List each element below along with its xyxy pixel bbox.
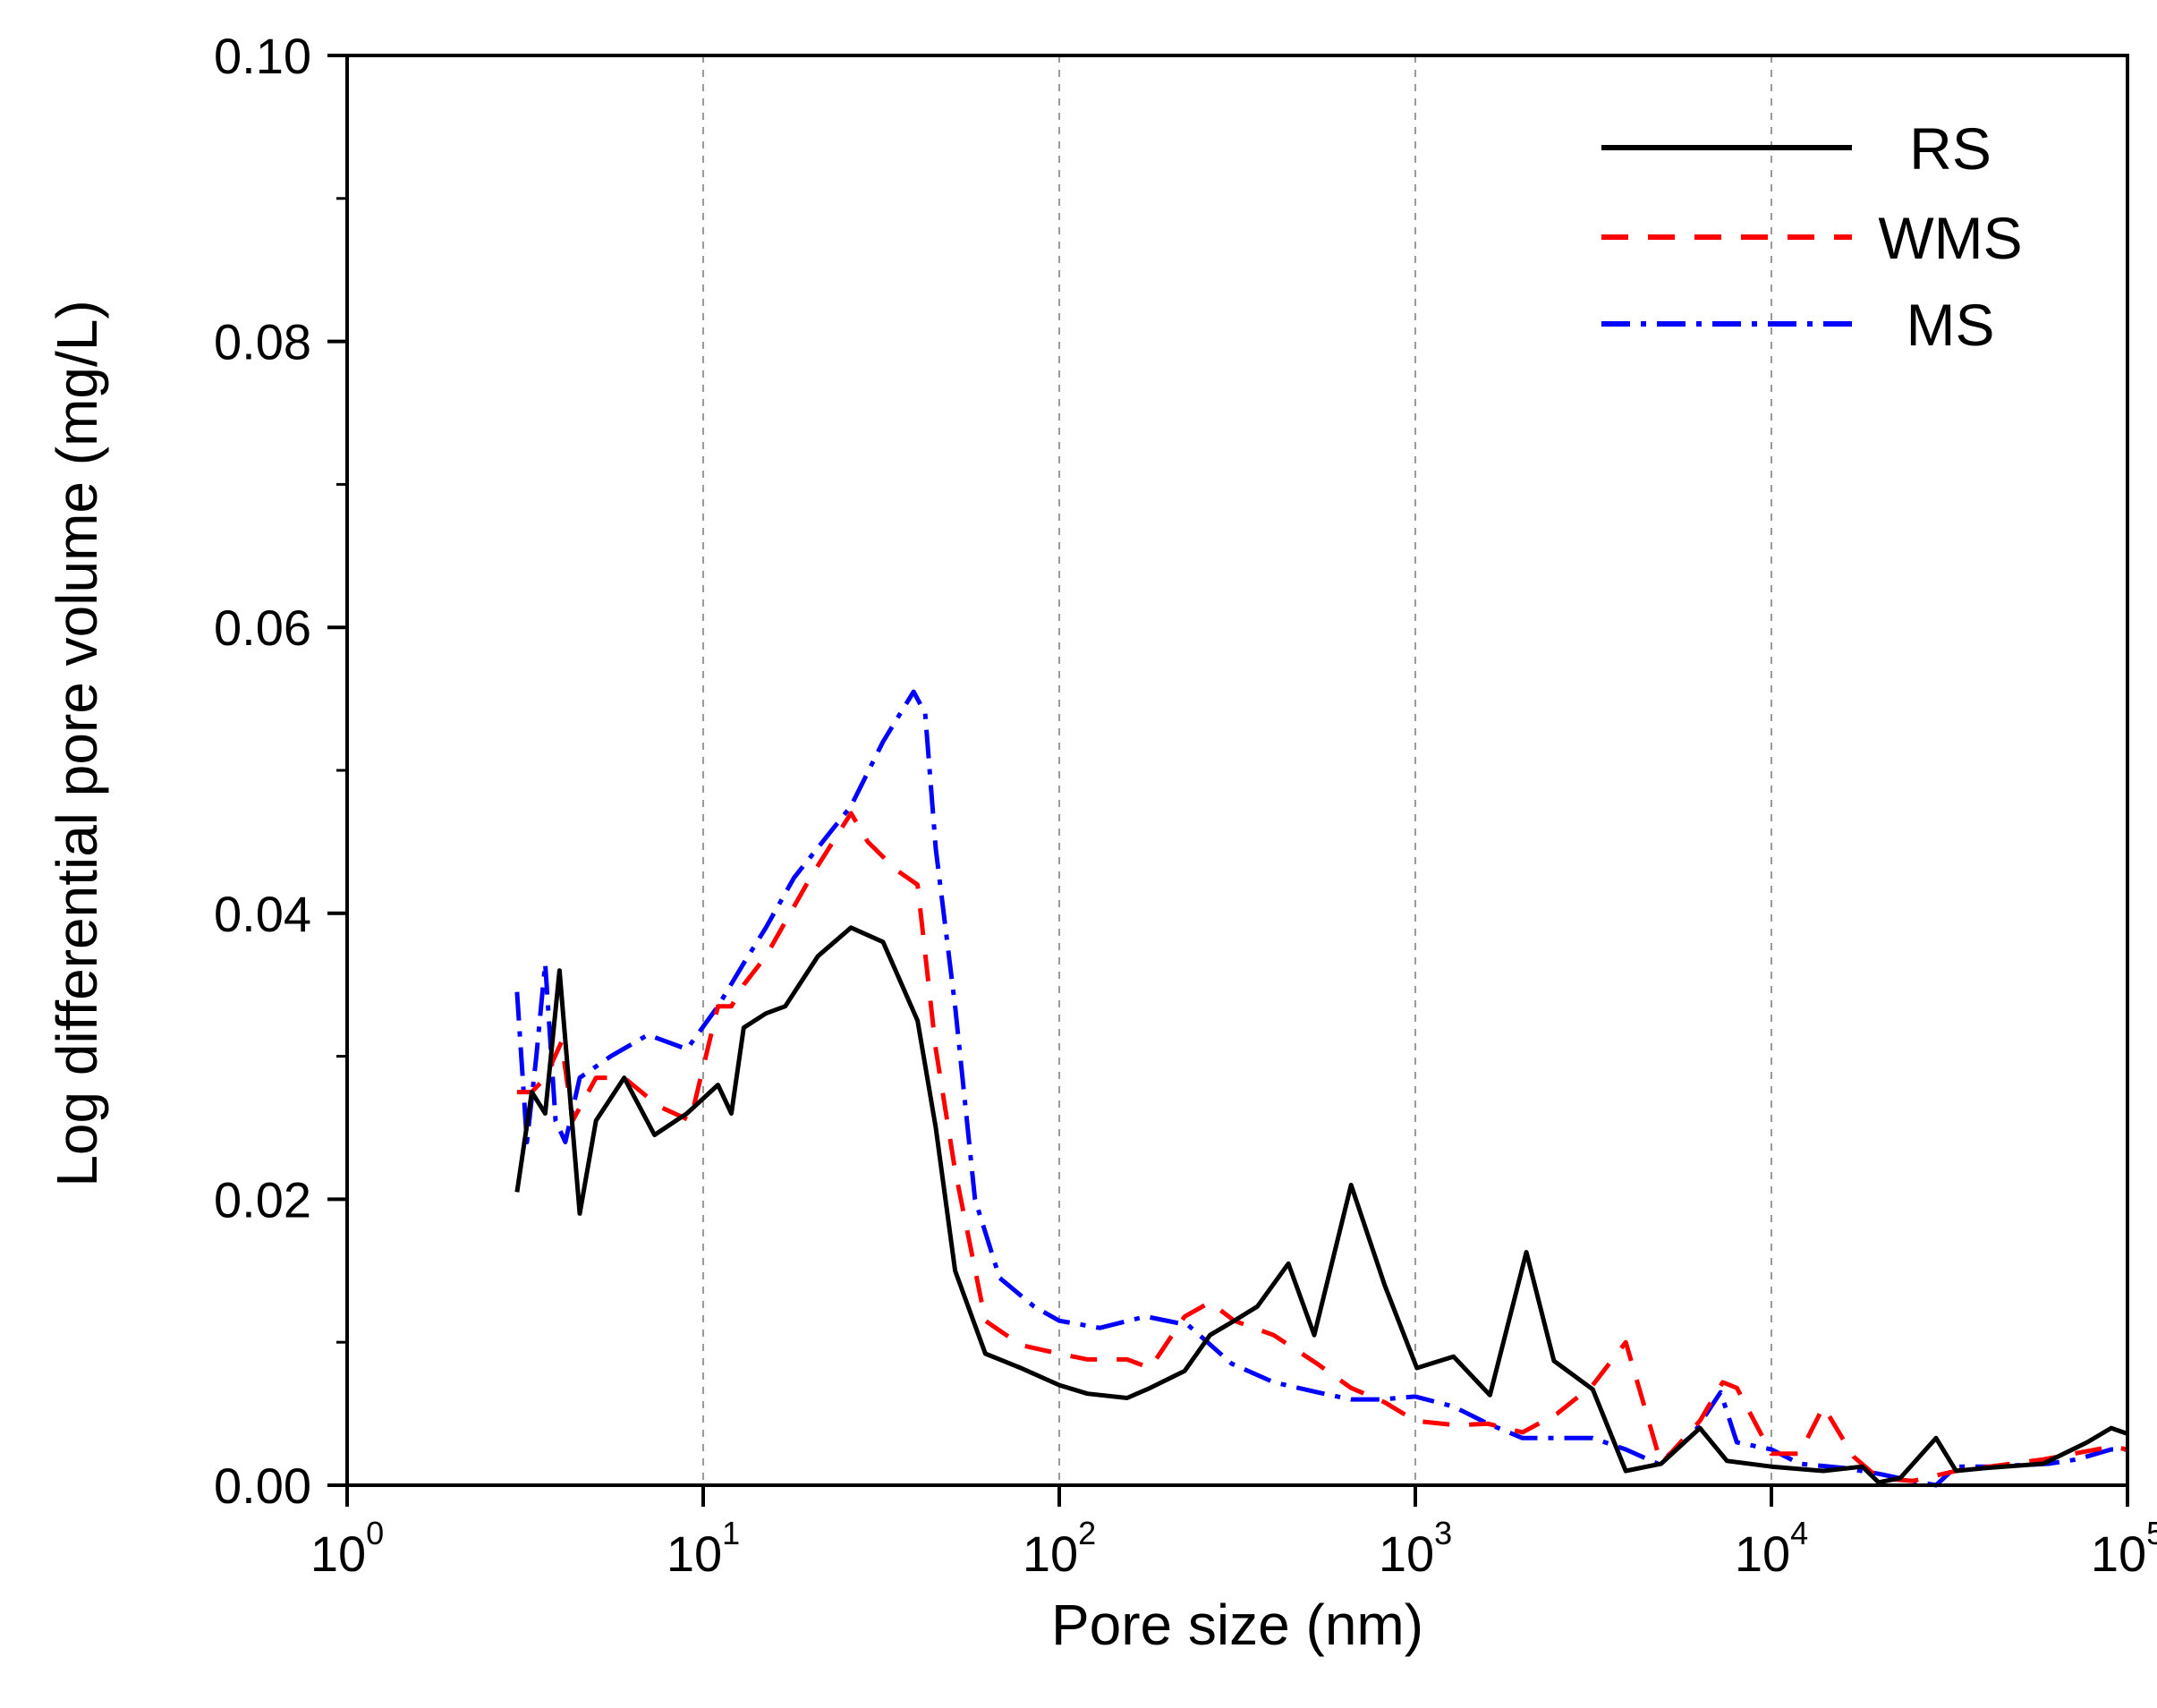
series-line-rs <box>514 925 2128 1485</box>
grid-lines <box>702 55 1772 1485</box>
x-axis-title: Pore size (nm) <box>1051 1593 1423 1657</box>
x-tick-exponent: 5 <box>2146 1515 2157 1551</box>
x-tick-exponent: 1 <box>722 1515 740 1551</box>
legend: RS WMS MS <box>1601 115 2023 358</box>
x-tick-exponent: 0 <box>366 1515 384 1551</box>
x-tick-exponent: 4 <box>1790 1515 1808 1551</box>
x-tick-label: 105 <box>2091 1515 2157 1582</box>
y-tick-label: 0.10 <box>214 28 311 84</box>
x-tick-label: 101 <box>667 1515 740 1582</box>
y-tick-label: 0.08 <box>214 314 311 370</box>
y-tick-label: 0.02 <box>214 1171 311 1228</box>
x-tick-exponent: 3 <box>1434 1515 1452 1551</box>
y-axis-title: Log differential pore volume (mg/L) <box>45 300 109 1186</box>
data-series <box>514 689 2128 1488</box>
legend-label-wms: WMS <box>1878 205 2022 271</box>
y-tick-label: 0.06 <box>214 599 311 656</box>
x-tick-exponent: 2 <box>1078 1515 1096 1551</box>
legend-label-ms: MS <box>1906 292 1995 358</box>
axis-ticks <box>327 54 2129 1507</box>
series-line-wms <box>516 811 2128 1483</box>
y-tick-label: 0.04 <box>214 886 311 942</box>
legend-label-rs: RS <box>1909 115 1991 182</box>
y-tick-label: 0.00 <box>214 1457 311 1514</box>
